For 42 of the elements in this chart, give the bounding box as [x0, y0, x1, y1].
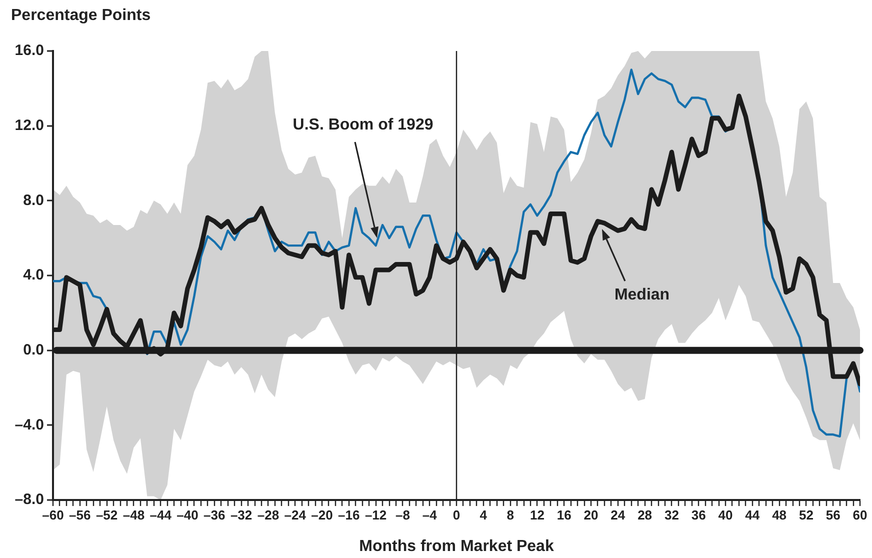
x-tick-label: 56: [826, 507, 840, 522]
annotation: Median: [614, 286, 670, 304]
x-tick-label: 32: [664, 507, 679, 522]
x-axis-title: Months from Market Peak: [359, 538, 554, 555]
x-tick-label: 12: [530, 507, 544, 522]
x-tick-label: –8: [395, 507, 410, 522]
x-tick-label: 4: [480, 507, 488, 522]
x-tick-label: 16: [556, 507, 572, 522]
x-tick-label: –40: [176, 507, 198, 522]
x-tick-label: 40: [718, 507, 733, 522]
x-tick-label: –28: [257, 507, 280, 522]
x-tick-label: –44: [150, 507, 172, 522]
y-tick-label: 4.0: [23, 266, 44, 284]
x-tick-label: –48: [122, 507, 145, 522]
x-tick-label: 52: [798, 507, 814, 522]
x-tick-label: –56: [69, 507, 91, 522]
x-tick-label: –20: [311, 507, 333, 522]
x-tick-label: –16: [338, 507, 360, 522]
x-tick-label: –24: [284, 507, 307, 522]
y-axis-title: Percentage Points: [11, 7, 151, 25]
x-tick-label: –32: [230, 507, 252, 522]
x-tick-label: –52: [96, 507, 118, 522]
annotation: U.S. Boom of 1929: [292, 116, 434, 134]
x-tick-label: –12: [364, 507, 387, 522]
x-tick-label: 24: [610, 507, 626, 522]
x-tick-label: –60: [42, 507, 64, 522]
y-tick-label: –8.0: [14, 491, 44, 508]
y-tick-label: 16.0: [14, 42, 44, 60]
x-tick-label: 60: [852, 507, 868, 522]
x-tick-label: 8: [506, 507, 514, 522]
y-tick-label: 8.0: [23, 192, 44, 209]
x-tick-label: 44: [745, 507, 760, 522]
x-tick-label: 36: [691, 507, 706, 522]
x-tick-label: 48: [772, 507, 787, 522]
x-tick-label: 20: [584, 507, 598, 522]
y-tick-label: 0.0: [23, 341, 44, 358]
x-tick-label: –4: [422, 507, 438, 522]
y-tick-label: 12.0: [14, 116, 44, 134]
x-tick-label: 0: [452, 507, 460, 522]
x-tick-label: 28: [638, 507, 652, 522]
x-tick-label: –36: [204, 507, 226, 522]
y-tick-label: –4.0: [14, 416, 44, 434]
